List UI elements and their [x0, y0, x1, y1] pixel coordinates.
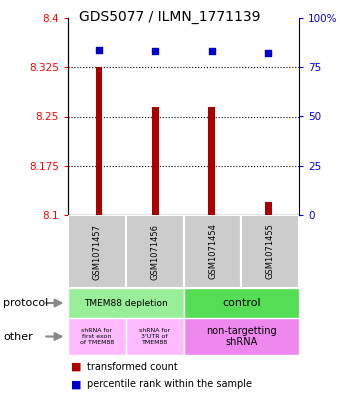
Bar	[241, 215, 299, 288]
Bar	[126, 215, 184, 288]
Bar	[68, 318, 126, 355]
Text: shRNA for
first exon
of TMEM88: shRNA for first exon of TMEM88	[80, 328, 114, 345]
Text: GSM1071456: GSM1071456	[150, 224, 159, 279]
Bar	[184, 288, 299, 318]
Bar	[265, 202, 272, 393]
Text: GSM1071454: GSM1071454	[208, 224, 217, 279]
Point	[153, 48, 158, 55]
Bar	[152, 107, 159, 393]
Text: protocol: protocol	[3, 298, 49, 308]
Text: ■: ■	[71, 362, 82, 372]
Text: TMEM88 depletion: TMEM88 depletion	[84, 299, 168, 307]
Text: non-targetting
shRNA: non-targetting shRNA	[206, 326, 277, 347]
Point	[209, 48, 215, 55]
Text: control: control	[222, 298, 261, 308]
Point	[96, 46, 102, 53]
Bar	[68, 288, 184, 318]
Text: transformed count: transformed count	[87, 362, 177, 372]
Text: GSM1071455: GSM1071455	[266, 224, 275, 279]
Text: GDS5077 / ILMN_1771139: GDS5077 / ILMN_1771139	[79, 10, 261, 24]
Text: other: other	[3, 332, 33, 342]
Text: shRNA for
3'UTR of
TMEM88: shRNA for 3'UTR of TMEM88	[139, 328, 170, 345]
Point	[266, 50, 271, 57]
Text: GSM1071457: GSM1071457	[92, 224, 101, 279]
Bar	[184, 215, 241, 288]
Bar	[208, 107, 215, 393]
Text: ■: ■	[71, 379, 82, 389]
Text: percentile rank within the sample: percentile rank within the sample	[87, 379, 252, 389]
Bar	[126, 318, 184, 355]
Bar	[184, 318, 299, 355]
Bar	[68, 215, 126, 288]
Bar	[96, 67, 102, 393]
